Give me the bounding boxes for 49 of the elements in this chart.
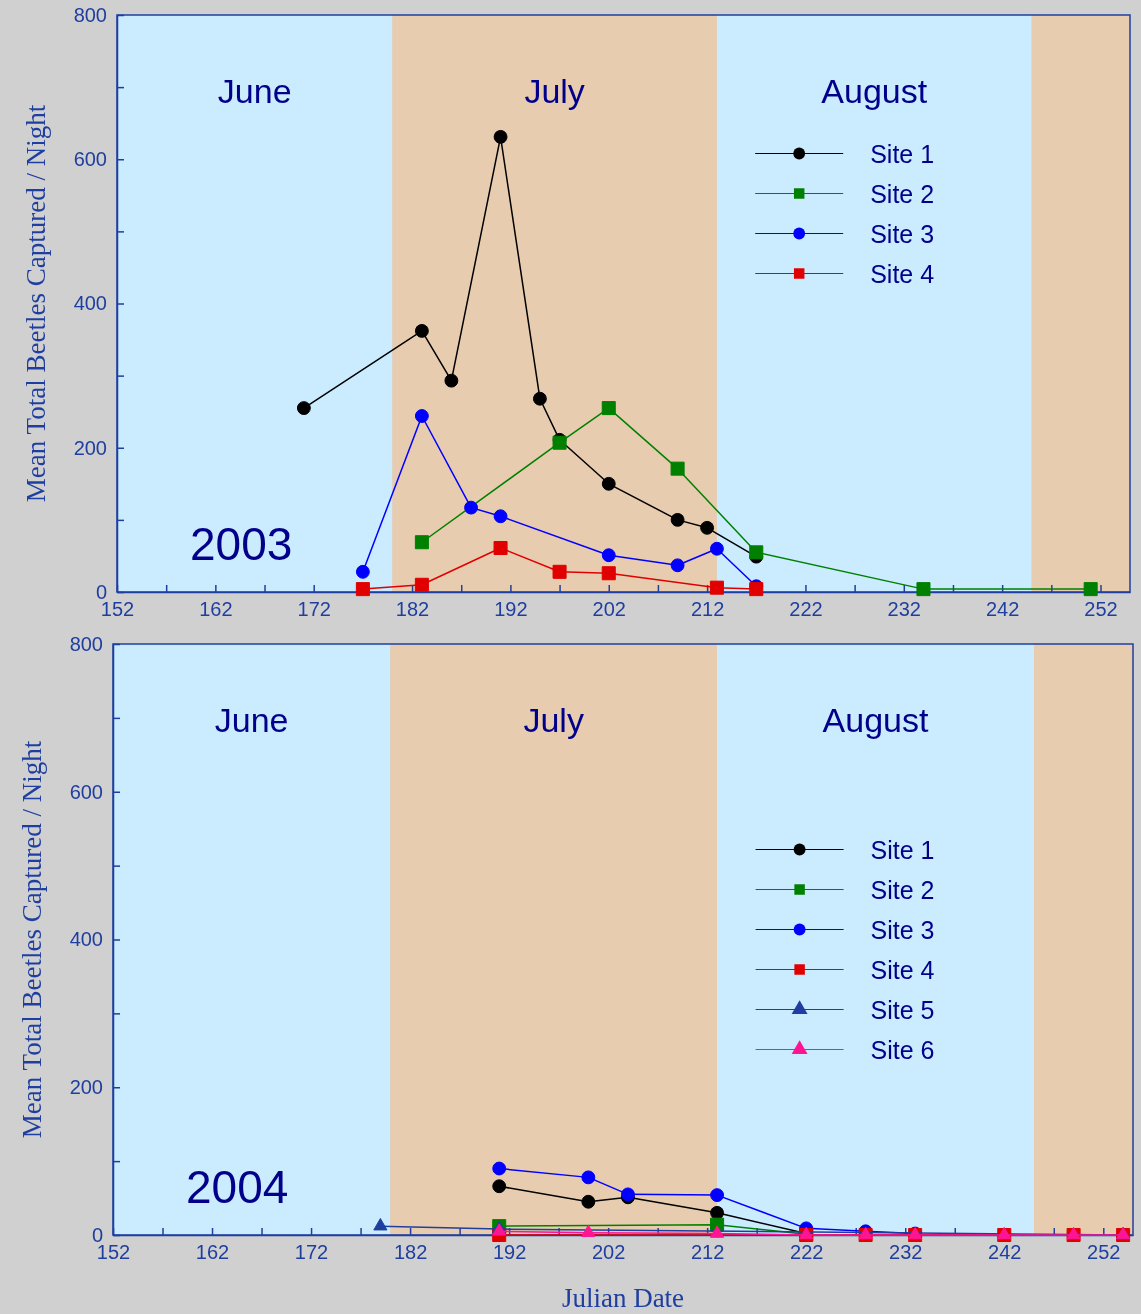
legend-label: Site 5 <box>870 995 935 1024</box>
band-label: June <box>214 701 289 739</box>
x-tick-label: 192 <box>492 1241 527 1264</box>
legend-label: Site 1 <box>870 139 935 168</box>
x-tick-label: 242 <box>985 598 1020 621</box>
y-axis-title: Mean Total Beetles Captured / Night <box>17 740 47 1139</box>
x-tick-label: 172 <box>294 1241 329 1264</box>
y-tick-label: 600 <box>69 780 103 803</box>
band-label: August <box>822 701 929 739</box>
legend-label: Site 2 <box>870 875 935 904</box>
x-tick-label: 232 <box>887 598 921 621</box>
x-tick-label: 172 <box>297 598 331 621</box>
x-tick-label: 252 <box>1087 1241 1121 1264</box>
x-tick-label: 192 <box>494 598 528 621</box>
legend-label: Site 6 <box>870 1035 935 1064</box>
x-tick-label: 222 <box>790 1241 824 1264</box>
y-tick-label: 800 <box>73 3 107 26</box>
legend-label: Site 1 <box>870 835 935 864</box>
y-tick-label: 200 <box>73 436 107 459</box>
x-tick-label: 182 <box>395 598 430 621</box>
annotation: 2003 <box>190 518 293 570</box>
y-tick-label: 400 <box>73 292 107 315</box>
x-tick-label: 252 <box>1084 598 1118 621</box>
annotation: 2004 <box>186 1161 289 1213</box>
band-label: July <box>524 72 585 110</box>
legend-label: Site 3 <box>870 219 935 248</box>
x-tick-label: 232 <box>889 1241 923 1264</box>
legend-label: Site 2 <box>870 179 935 208</box>
band-label: July <box>523 701 584 739</box>
x-tick-label: 212 <box>690 598 725 621</box>
y-tick-label: 400 <box>69 928 103 951</box>
x-axis-title: Julian Date <box>561 1283 685 1313</box>
x-tick-label: 212 <box>690 1241 725 1264</box>
band-label: August <box>821 72 928 110</box>
y-tick-label: 600 <box>73 148 107 171</box>
y-tick-label: 200 <box>69 1076 103 1099</box>
y-axis-title: Mean Total Beetles Captured / Night <box>21 104 51 503</box>
x-tick-label: 202 <box>591 1241 626 1264</box>
x-tick-label: 242 <box>988 1241 1022 1264</box>
legend-label: Site 4 <box>870 259 935 288</box>
x-tick-label: 182 <box>393 1241 428 1264</box>
band-label: June <box>217 72 292 110</box>
legend-label: Site 4 <box>870 955 935 984</box>
legend-label: Site 3 <box>870 915 935 944</box>
x-tick-label: 222 <box>789 598 823 621</box>
x-tick-label: 162 <box>199 598 233 621</box>
y-tick-label: 800 <box>69 632 103 655</box>
x-tick-label: 162 <box>195 1241 230 1264</box>
x-tick-label: 202 <box>592 598 626 621</box>
